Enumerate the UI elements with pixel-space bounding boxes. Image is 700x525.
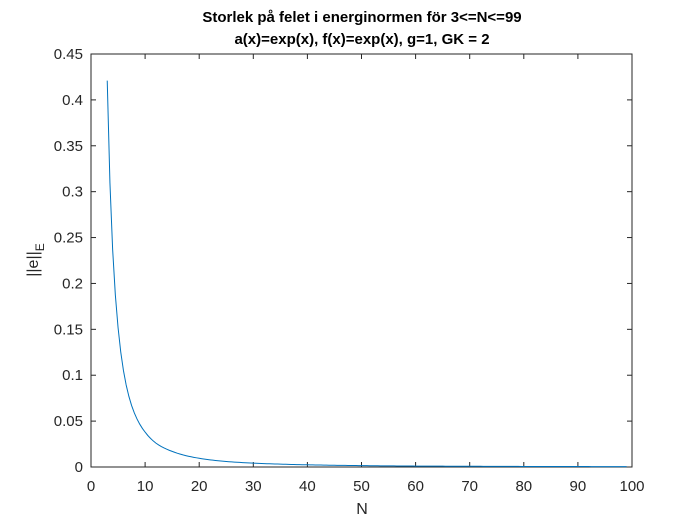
- x-axis-label: N: [356, 501, 368, 518]
- x-tick-label: 20: [191, 478, 208, 495]
- axes-box: [90, 53, 633, 468]
- y-tick-label: 0.15: [54, 321, 83, 338]
- y-tick-label: 0.25: [54, 230, 83, 247]
- y-tick-label: 0.45: [54, 46, 83, 63]
- y-axis-label-main: ||e||: [25, 251, 42, 277]
- x-tick-label: 50: [353, 478, 370, 495]
- tick-labels-layer: 0 10 20 30 40 50 60 70 80 90 100 0 0.05 0.1 0.15 0.2 0.2…: [54, 46, 645, 495]
- y-tick-label: 0.4: [62, 92, 83, 109]
- x-tick-label: 40: [299, 478, 316, 495]
- y-tick-label: 0.35: [54, 138, 83, 155]
- series-layer: [106, 80, 627, 468]
- ticks-layer: [90, 53, 633, 468]
- x-tick-label: 100: [619, 478, 644, 495]
- x-tick-label: 30: [245, 478, 262, 495]
- plot-area: 0 10 20 30 40 50 60 70 80 90 100 0 0.05 0.1 0.15 0.2 0.2…: [54, 46, 645, 495]
- x-tick-label: 70: [461, 478, 478, 495]
- y-tick-label: 0: [75, 459, 83, 476]
- y-axis-label: ||e||E: [25, 243, 47, 277]
- chart-title: Storlek på felet i energinormen för 3<=N…: [202, 9, 521, 26]
- y-tick-label: 0.2: [62, 275, 83, 292]
- x-tick-label: 80: [515, 478, 532, 495]
- series-line-0: [106, 80, 627, 468]
- svg-text:||e||E: ||e||E: [25, 243, 47, 277]
- x-tick-label: 90: [570, 478, 587, 495]
- y-tick-label: 0.05: [54, 413, 83, 430]
- y-axis-label-subscript: E: [33, 243, 47, 251]
- y-tick-label: 0.1: [62, 367, 83, 384]
- y-tick-label: 0.3: [62, 184, 83, 201]
- x-tick-label: 60: [407, 478, 424, 495]
- chart-subtitle: a(x)=exp(x), f(x)=exp(x), g=1, GK = 2: [234, 31, 489, 48]
- x-tick-label: 0: [87, 478, 95, 495]
- x-tick-label: 10: [137, 478, 154, 495]
